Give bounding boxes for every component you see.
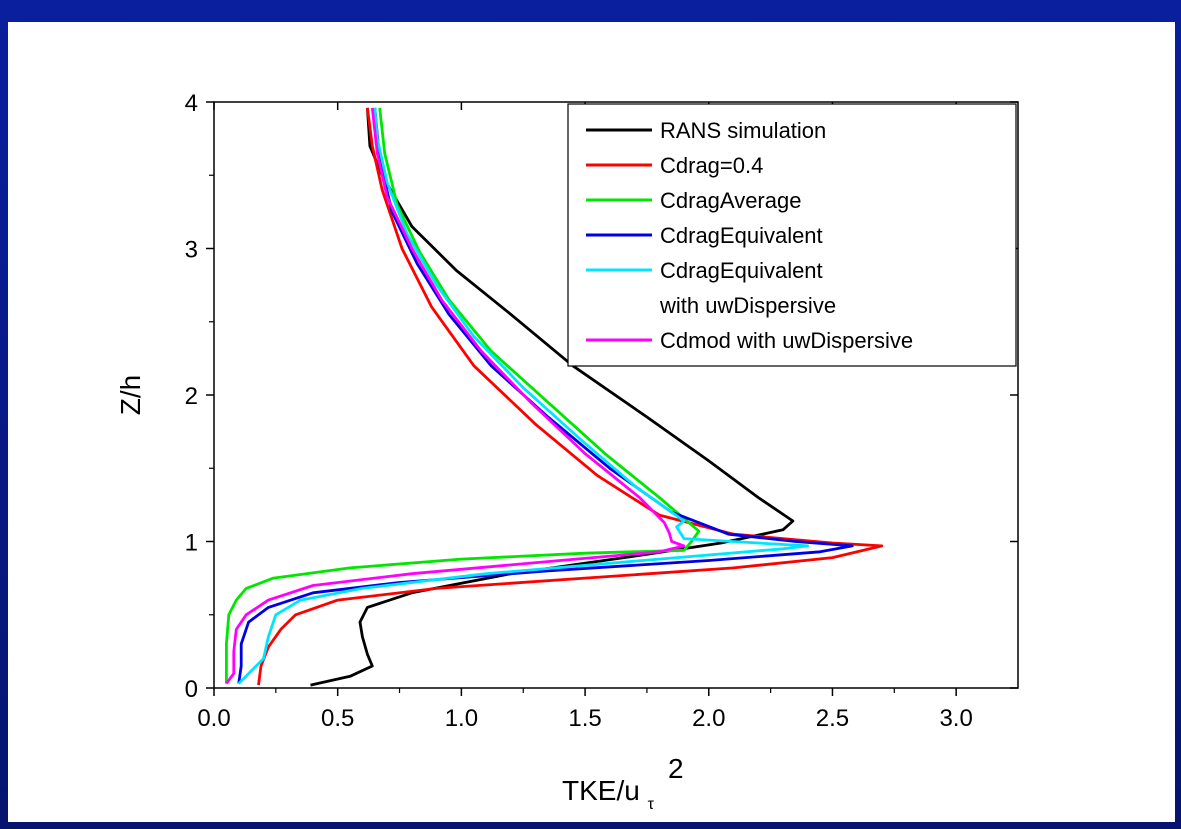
- x-tick-label: 0.0: [197, 705, 230, 732]
- series-line-0: [310, 107, 795, 687]
- legend-label-3: CdragEquivalent: [660, 223, 823, 248]
- x-tick-label: 2.5: [816, 705, 849, 732]
- legend-label-1: Cdrag=0.4: [660, 153, 763, 178]
- series-line-3: [237, 107, 854, 684]
- x-axis-title: TKE/u τ: [562, 775, 655, 813]
- y-tick-label: 0: [185, 676, 198, 703]
- series-line-4: [237, 107, 810, 685]
- legend-label-5: Cdmod with uwDispersive: [660, 328, 913, 353]
- y-tick-label: 1: [185, 530, 198, 557]
- x-tick-label: 3.0: [939, 705, 972, 732]
- x-tick-label: 1.5: [568, 705, 601, 732]
- x-tick-label: 2.0: [692, 705, 725, 732]
- plot-lines: [225, 107, 884, 687]
- y-axis-title: Z/h: [115, 375, 146, 415]
- legend-label-4: CdragEquivalent: [660, 258, 823, 283]
- x-axis-title-main: TKE/u: [562, 775, 640, 806]
- y-tick-label: 3: [185, 237, 198, 264]
- legend: RANS simulation Cdrag=0.4 CdragAverage Cdra…: [567, 103, 1017, 367]
- axis-tick-labels: 0.0 0.5 1.0 1.5 2.0 2.5 3.0 0 1 2 3 4: [185, 90, 973, 732]
- legend-label-4: with uwDispersive: [659, 293, 836, 318]
- series-line-2: [225, 107, 701, 684]
- x-tick-label: 1.0: [445, 705, 478, 732]
- series-line-1: [257, 107, 884, 686]
- x-axis-title-subscript: τ: [648, 796, 655, 813]
- x-tick-label: 0.5: [321, 705, 354, 732]
- y-tick-label: 4: [185, 90, 198, 117]
- x-axis-title-superscript: 2: [668, 753, 684, 784]
- y-tick-label: 2: [185, 383, 198, 410]
- series-line-5: [225, 107, 686, 685]
- legend-label-0: RANS simulation: [660, 118, 826, 143]
- legend-label-2: CdragAverage: [660, 188, 801, 213]
